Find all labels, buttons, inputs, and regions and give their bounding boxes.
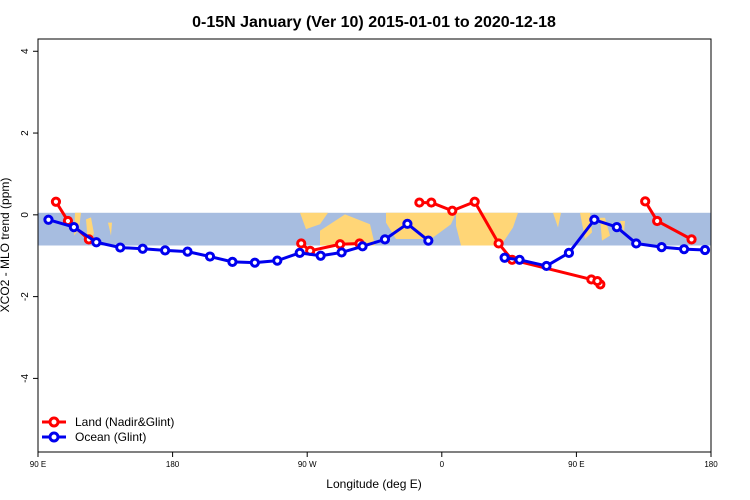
x-tick-label: 90 W [298, 460, 317, 469]
data-point [541, 260, 552, 272]
plot-frame [37, 38, 712, 453]
data-point [249, 257, 260, 268]
series-layer [43, 196, 711, 290]
legend-land-label: Land (Nadir&Glint) [75, 415, 174, 429]
y-axis: -4 -2 0 2 4 [20, 48, 38, 383]
data-point [686, 234, 697, 245]
data-point [68, 221, 79, 233]
data-point [379, 234, 391, 245]
data-point [91, 237, 102, 248]
legend-ocean-marker [48, 431, 60, 443]
data-point [414, 197, 425, 208]
data-point [592, 275, 603, 287]
land-mass-4 [320, 214, 375, 246]
land-mass-6 [456, 212, 518, 246]
data-point [611, 221, 622, 233]
legend-ocean-label: Ocean (Glint) [75, 430, 146, 444]
land-mass-8 [580, 212, 592, 239]
series-1 [43, 214, 711, 272]
data-point [315, 250, 326, 261]
land-mass-7 [553, 212, 561, 228]
data-point [656, 242, 667, 253]
y-tick-label: 4 [20, 48, 31, 54]
land-mass-2 [108, 222, 112, 236]
data-point [50, 196, 62, 207]
series-line [300, 241, 360, 253]
data-point [469, 196, 480, 207]
data-point [336, 247, 347, 258]
x-tick-label: 180 [166, 460, 180, 469]
y-tick-label: -4 [20, 374, 31, 383]
data-point [493, 238, 504, 249]
data-point [499, 252, 510, 263]
data-point [115, 242, 126, 253]
x-tick-label: 90 E [30, 460, 46, 469]
data-point [294, 247, 305, 258]
data-point [402, 218, 413, 229]
data-point [652, 215, 663, 227]
legend: Land (Nadir&Glint) Ocean (Glint) [42, 415, 174, 444]
data-point [699, 244, 711, 256]
ocean-area [38, 212, 711, 246]
land-mass-10 [620, 220, 625, 233]
x-tick-label: 0 [440, 460, 445, 469]
data-point [160, 245, 171, 256]
x-axis-label: Longitude (deg E) [326, 477, 421, 491]
data-point [631, 238, 642, 249]
data-point [137, 243, 148, 254]
data-point [182, 246, 193, 257]
y-axis-label: XCO2 - MLO trend (ppm) [0, 178, 12, 313]
y-tick-label: 0 [20, 212, 31, 218]
data-point [640, 196, 651, 207]
x-tick-label: 90 E [568, 460, 584, 469]
land-mass-3 [300, 212, 328, 230]
chart-title: 0-15N January (Ver 10) 2015-01-01 to 202… [192, 14, 556, 31]
data-point [357, 241, 368, 252]
world-map-band [38, 212, 711, 246]
data-point [227, 256, 238, 267]
land-mass-5 [386, 212, 456, 239]
data-point [563, 247, 575, 258]
series-line [504, 218, 706, 268]
data-point [514, 254, 525, 265]
legend-land-marker [48, 416, 60, 428]
data-point [589, 214, 600, 225]
data-point [296, 238, 307, 249]
data-point [43, 214, 54, 225]
y-tick-label: 2 [20, 130, 31, 136]
data-point [272, 255, 283, 266]
data-point [447, 205, 458, 216]
x-tick-label: 180 [704, 460, 718, 469]
data-point [335, 239, 346, 250]
data-point [423, 235, 434, 246]
x-axis: 90 E 180 90 W 0 90 E 180 [30, 452, 718, 469]
data-point [678, 244, 690, 255]
y-tick-label: -2 [20, 292, 31, 301]
data-point [426, 197, 437, 208]
data-point [204, 251, 216, 262]
